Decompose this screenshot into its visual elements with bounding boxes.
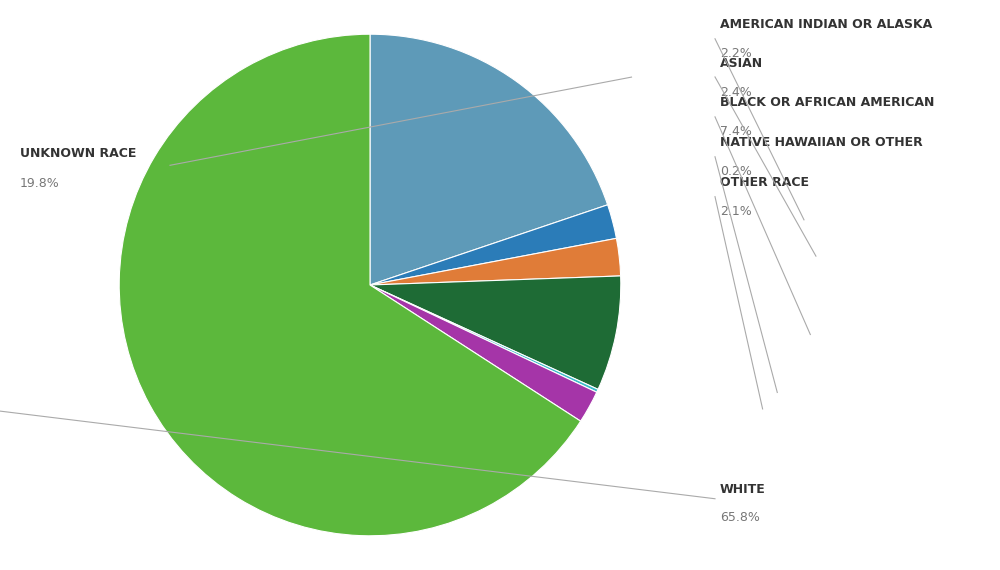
Text: 2.1%: 2.1% [720,205,752,218]
Wedge shape [370,238,621,285]
Wedge shape [370,285,597,421]
Wedge shape [370,285,598,392]
Text: 19.8%: 19.8% [20,177,60,190]
Text: NATIVE HAWAIIAN OR OTHER: NATIVE HAWAIIAN OR OTHER [720,136,923,149]
Wedge shape [370,276,621,389]
Text: 0.2%: 0.2% [720,165,752,178]
Text: AMERICAN INDIAN OR ALASKA: AMERICAN INDIAN OR ALASKA [720,18,932,31]
Text: BLACK OR AFRICAN AMERICAN: BLACK OR AFRICAN AMERICAN [720,96,934,109]
Text: 7.4%: 7.4% [720,125,752,139]
Wedge shape [370,205,616,285]
Wedge shape [119,34,581,536]
Text: UNKNOWN RACE: UNKNOWN RACE [20,146,136,160]
Text: WHITE: WHITE [720,483,766,496]
Text: ASIAN: ASIAN [720,56,763,70]
Text: 2.4%: 2.4% [720,86,752,99]
Text: 65.8%: 65.8% [720,511,760,524]
Text: 2.2%: 2.2% [720,47,752,60]
Wedge shape [370,34,608,285]
Text: OTHER RACE: OTHER RACE [720,176,809,189]
